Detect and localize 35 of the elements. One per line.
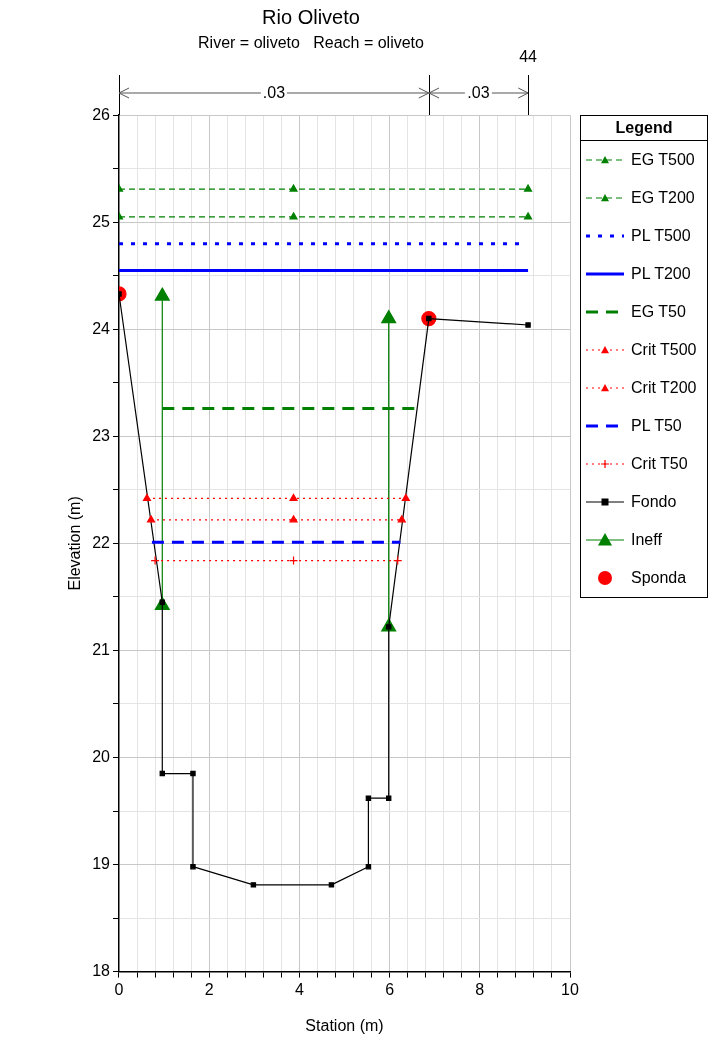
legend-label: Ineff <box>631 531 662 550</box>
y-tick-label: 18 <box>92 962 111 980</box>
legend-label: Crit T200 <box>631 379 697 398</box>
x-tick-label: 8 <box>475 980 485 998</box>
y-tick-label: 20 <box>92 747 111 765</box>
y-axis-title: Elevation (m) <box>66 496 84 591</box>
legend-label: EG T200 <box>631 189 695 208</box>
x-axis-title: Station (m) <box>305 1016 384 1034</box>
legend-label: PL T200 <box>631 265 691 284</box>
chart-subtitle: River = oliveto Reach = oliveto <box>198 34 425 52</box>
y-tick-label: 21 <box>92 640 111 658</box>
legend-label: EG T50 <box>631 303 686 322</box>
x-tick-label: 4 <box>294 980 304 998</box>
legend-label: PL T50 <box>631 417 682 436</box>
legend-label: PL T500 <box>631 227 691 246</box>
x-tick-label: 6 <box>385 980 395 998</box>
x-tick-label: 0 <box>114 980 124 998</box>
legend-label: Fondo <box>631 493 677 512</box>
text: .03 <box>260 84 288 103</box>
chart-title: Rio Oliveto <box>262 5 360 28</box>
legend-title: Legend <box>581 116 707 142</box>
y-tick-label: 23 <box>92 426 111 444</box>
y-tick-label: 25 <box>92 212 111 230</box>
text: 44 <box>517 48 539 67</box>
legend-label: Crit T500 <box>631 341 697 360</box>
x-tick-label: 10 <box>561 980 579 998</box>
text: .03 <box>465 84 492 103</box>
legend-label: Sponda <box>631 569 687 588</box>
legend-label: Crit T50 <box>631 455 688 474</box>
y-tick-label: 22 <box>92 533 111 551</box>
x-tick-label: 2 <box>204 980 214 998</box>
legend-label: EG T500 <box>631 151 695 170</box>
y-tick-label: 26 <box>92 105 111 123</box>
y-tick-label: 19 <box>92 854 111 872</box>
y-tick-label: 24 <box>92 319 111 337</box>
